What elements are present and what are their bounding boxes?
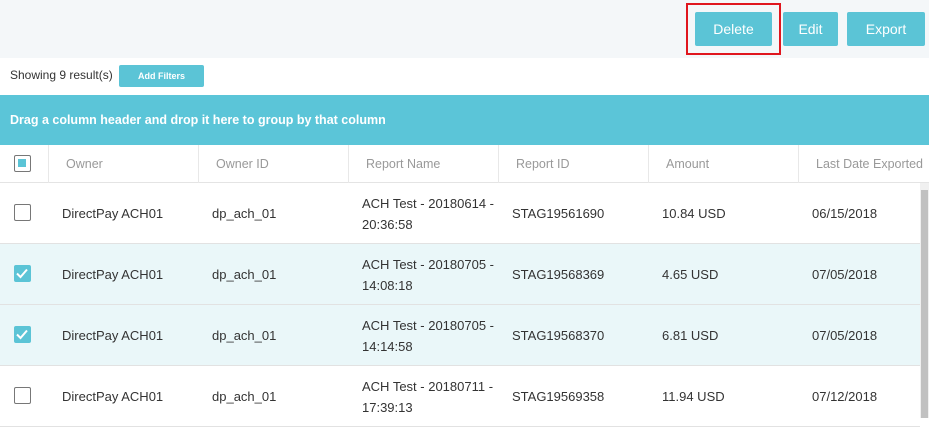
column-separator [498, 145, 499, 183]
column-separator [348, 145, 349, 183]
column-header[interactable]: Last Date Exported [816, 157, 924, 171]
table-cell: DirectPay ACH01 [62, 328, 164, 343]
table-cell: 6.81 USD [662, 328, 719, 343]
checkbox-fill [18, 159, 26, 167]
table-cell: 10.84 USD [662, 206, 726, 221]
header-checkbox[interactable] [14, 155, 31, 172]
table-cell: STAG19568370 [512, 328, 605, 343]
table-cell: ACH Test - 20180705 - 14:08:18 [362, 256, 494, 293]
table-cell: DirectPay ACH01 [62, 389, 164, 404]
table-cell: 07/05/2018 [812, 328, 878, 343]
table-cell: DirectPay ACH01 [62, 267, 164, 282]
table-cell: 07/12/2018 [812, 389, 878, 404]
highlight-box [686, 3, 781, 55]
table-cell: 06/15/2018 [812, 206, 878, 221]
scrollbar-thumb[interactable] [921, 190, 928, 418]
column-separator [198, 145, 199, 183]
table-cell: 11.94 USD [662, 389, 725, 404]
table-cell: ACH Test - 20180705 - 14:14:58 [362, 317, 494, 354]
toolbar [0, 0, 929, 58]
table-cell: DirectPay ACH01 [62, 206, 164, 221]
add-filters-button[interactable]: Add Filters [119, 65, 204, 87]
toolbar-button[interactable]: Edit [783, 12, 838, 46]
table-cell: 07/05/2018 [812, 267, 878, 282]
table-row[interactable]: DirectPay ACH01 dp_ach_01 ACH Test - 20180… [0, 244, 920, 305]
column-header[interactable]: Owner [66, 157, 103, 171]
table-cell: dp_ach_01 [212, 267, 277, 282]
column-separator [48, 145, 49, 183]
row-checkbox[interactable] [14, 326, 31, 343]
column-header[interactable]: Report Name [366, 157, 441, 171]
table-cell: ACH Test - 20180711 - 17:39:13 [362, 378, 494, 415]
table-cell: dp_ach_01 [212, 328, 277, 343]
column-header[interactable]: Owner ID [216, 157, 269, 171]
table-row[interactable]: DirectPay ACH01 dp_ach_01 ACH Test - 20180… [0, 183, 920, 244]
table-header: Owner Owner ID Report Name Report ID Amount L… [0, 145, 929, 183]
column-separator [648, 145, 649, 183]
check-icon [16, 268, 28, 279]
table-cell: dp_ach_01 [212, 389, 277, 404]
row-checkbox[interactable] [14, 387, 31, 404]
table-cell: dp_ach_01 [212, 206, 277, 221]
table-cell: ACH Test - 20180614 - 20:36:58 [362, 195, 494, 232]
toolbar-button[interactable]: Export [847, 12, 925, 46]
check-icon [16, 329, 28, 340]
results-count: Showing 9 result(s) [10, 68, 113, 82]
column-header[interactable]: Report ID [516, 157, 570, 171]
table-row[interactable]: DirectPay ACH01 dp_ach_01 ACH Test - 20180… [0, 305, 920, 366]
row-checkbox[interactable] [14, 265, 31, 282]
column-header[interactable]: Amount [666, 157, 710, 171]
row-checkbox[interactable] [14, 204, 31, 221]
table-cell: 4.65 USD [662, 267, 719, 282]
table-cell: STAG19568369 [512, 267, 605, 282]
table-cell: STAG19561690 [512, 206, 605, 221]
group-bar: Drag a column header and drop it here to… [0, 95, 929, 145]
toolbar-button[interactable]: Delete [695, 12, 772, 46]
column-separator [798, 145, 799, 183]
table-cell: STAG19569358 [512, 389, 605, 404]
